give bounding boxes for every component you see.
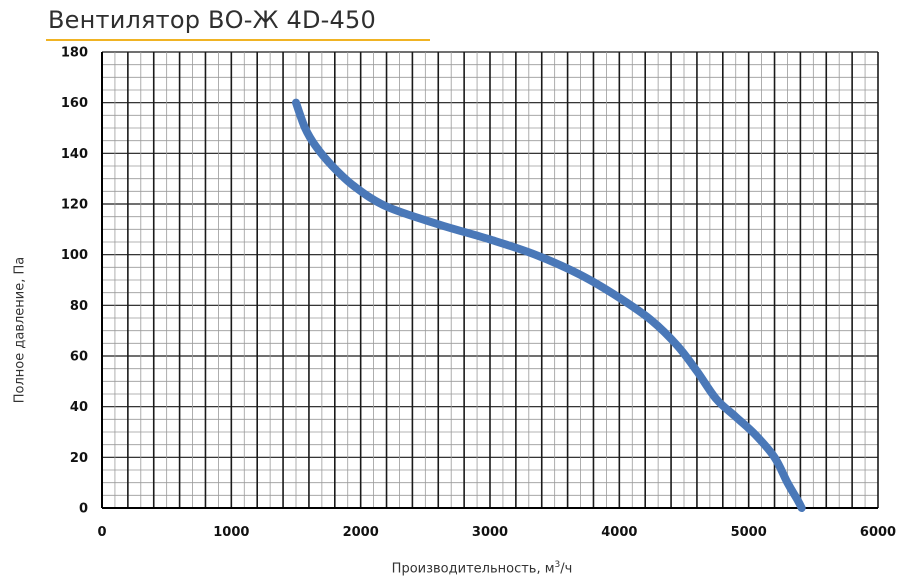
y-tick-label: 180	[61, 46, 88, 61]
y-tick-label: 120	[61, 198, 88, 213]
series-line	[292, 98, 806, 512]
x-tick-label: 3000	[472, 525, 508, 540]
x-axis-label-main: Производительность, м	[391, 561, 555, 577]
chart-title: Вентилятор ВО-Ж 4D-450	[48, 6, 376, 34]
x-axis-label-sup: 3	[554, 560, 561, 570]
y-tick-label: 40	[70, 400, 88, 415]
y-tick-label: 140	[61, 147, 88, 162]
x-tick-label: 0	[97, 525, 106, 540]
x-axis-label: Производительность, м3/ч	[392, 560, 573, 576]
x-tick-label: 2000	[343, 525, 379, 540]
x-tick-label: 1000	[213, 525, 249, 540]
title-underline	[46, 39, 430, 41]
x-tick-label: 4000	[601, 525, 637, 540]
x-tick-label: 6000	[860, 525, 896, 540]
x-axis-label-tail: /ч	[560, 561, 573, 577]
y-tick-label: 60	[70, 350, 88, 365]
y-tick-label: 0	[79, 502, 88, 517]
y-tick-label: 160	[61, 96, 88, 111]
y-tick-label: 100	[61, 248, 88, 263]
x-tick-label: 5000	[731, 525, 767, 540]
y-tick-label: 80	[70, 299, 88, 314]
y-tick-label: 20	[70, 451, 88, 466]
